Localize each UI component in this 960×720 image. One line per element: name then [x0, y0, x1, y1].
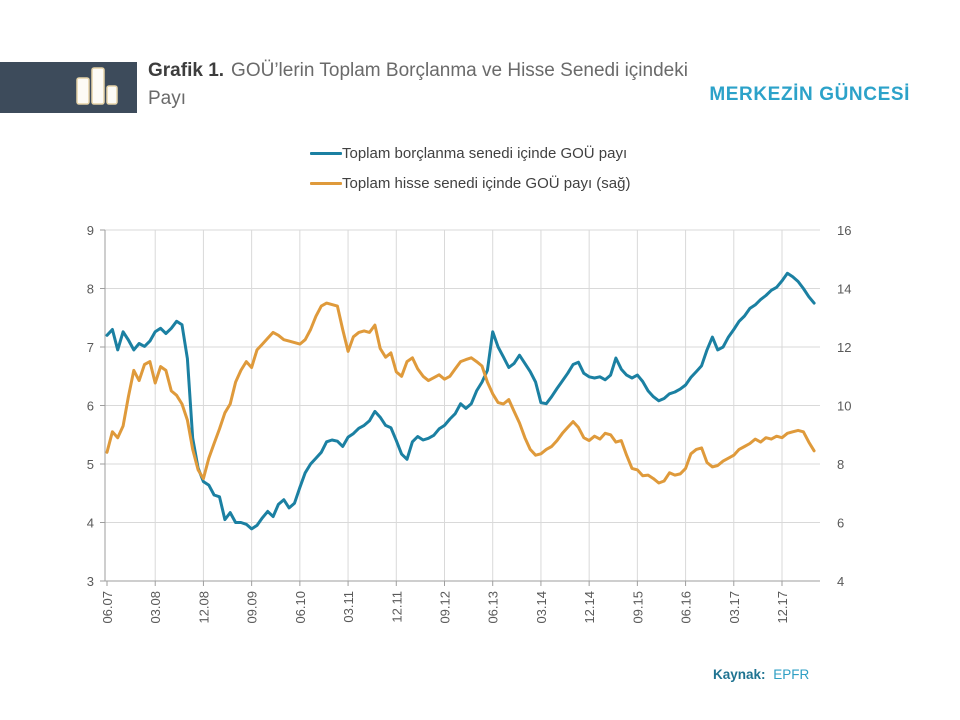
svg-text:06.10: 06.10 [293, 591, 308, 624]
legend-item-debt: Toplam borçlanma senedi içinde GOÜ payı [310, 143, 630, 164]
logo-box [0, 62, 137, 113]
source-value: EPFR [773, 667, 810, 682]
svg-text:12: 12 [837, 340, 851, 355]
series-equity [105, 301, 816, 485]
svg-text:09.12: 09.12 [438, 591, 453, 624]
chart-title: Grafik 1. GOÜ’lerin Toplam Borçlanma ve H… [148, 57, 728, 113]
legend-swatch-equity [310, 182, 342, 185]
svg-text:12.08: 12.08 [196, 591, 211, 624]
svg-text:4: 4 [837, 574, 844, 589]
svg-text:09.15: 09.15 [630, 591, 645, 624]
legend-swatch-debt [310, 152, 342, 155]
svg-text:3: 3 [87, 574, 94, 589]
series-debt [105, 271, 816, 531]
svg-text:14: 14 [837, 282, 851, 297]
svg-text:16: 16 [837, 223, 851, 238]
svg-text:06.13: 06.13 [486, 591, 501, 624]
svg-text:8: 8 [837, 457, 844, 472]
svg-text:12.17: 12.17 [775, 591, 790, 624]
source-label: Kaynak: [713, 667, 766, 682]
svg-text:9: 9 [87, 223, 94, 238]
legend-label-debt: Toplam borçlanma senedi içinde GOÜ payı [342, 145, 628, 162]
legend: Toplam borçlanma senedi içinde GOÜ payı … [310, 143, 630, 194]
svg-text:12.11: 12.11 [389, 591, 404, 623]
chart-title-number: Grafik 1. [148, 60, 225, 81]
svg-text:03.17: 03.17 [727, 591, 742, 624]
svg-text:03.08: 03.08 [148, 591, 163, 624]
svg-text:06.16: 06.16 [679, 591, 694, 624]
svg-text:7: 7 [87, 340, 94, 355]
svg-text:10: 10 [837, 399, 851, 414]
chart-title-text: GOÜ’lerin Toplam Borçlanma ve Hisse Sene… [148, 60, 688, 109]
legend-item-equity: Toplam hisse senedi içinde GOÜ payı (sağ… [310, 173, 630, 194]
legend-label-equity: Toplam hisse senedi içinde GOÜ payı (sağ… [342, 175, 631, 192]
svg-text:8: 8 [87, 282, 94, 297]
svg-text:4: 4 [87, 516, 94, 531]
svg-text:09.09: 09.09 [245, 591, 260, 624]
svg-text:6: 6 [87, 399, 94, 414]
svg-text:6: 6 [837, 516, 844, 531]
bar-chart-icon [76, 67, 118, 105]
svg-text:5: 5 [87, 457, 94, 472]
svg-text:03.14: 03.14 [534, 591, 549, 624]
svg-text:03.11: 03.11 [341, 591, 356, 623]
svg-text:06.07: 06.07 [100, 591, 115, 624]
brand-logo: MERKEZİN GÜNCESİ [709, 84, 910, 105]
svg-text:12.14: 12.14 [582, 591, 597, 624]
source-note: Kaynak: EPFR [713, 667, 809, 682]
